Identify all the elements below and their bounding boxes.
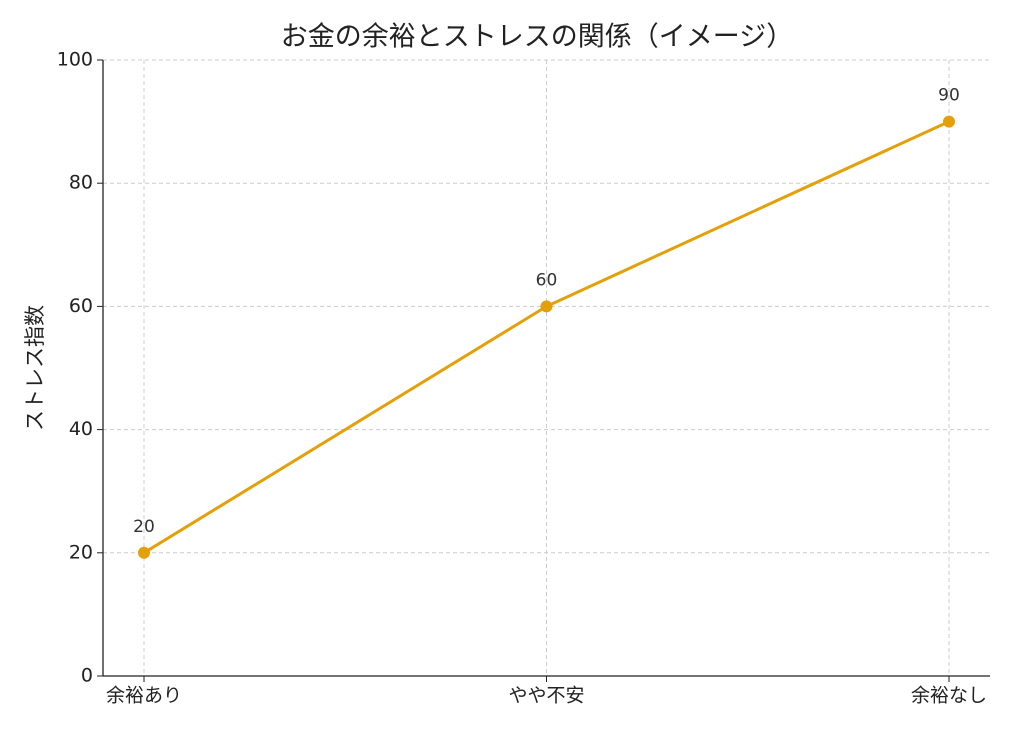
data-label: 20 xyxy=(133,517,155,537)
y-tick-label: 100 xyxy=(57,49,93,71)
data-label: 90 xyxy=(938,86,960,106)
y-axis-label: ストレス指数 xyxy=(23,305,47,431)
point xyxy=(138,546,150,559)
y-tick-label: 40 xyxy=(69,418,93,440)
chart-title: お金の余裕とストレスの関係（イメージ） xyxy=(281,22,793,53)
y-tick-label: 80 xyxy=(69,172,93,194)
point xyxy=(540,300,553,313)
x-tick-label: 余裕なし xyxy=(911,685,987,707)
x-tick-label: やや不安 xyxy=(508,685,584,707)
data-label: 60 xyxy=(536,270,558,290)
x-tick-label: 余裕あり xyxy=(106,685,182,707)
y-tick-label: 60 xyxy=(69,295,93,317)
point xyxy=(943,115,955,128)
y-tick-label: 20 xyxy=(69,541,93,563)
y-tick-label: 0 xyxy=(81,665,93,687)
